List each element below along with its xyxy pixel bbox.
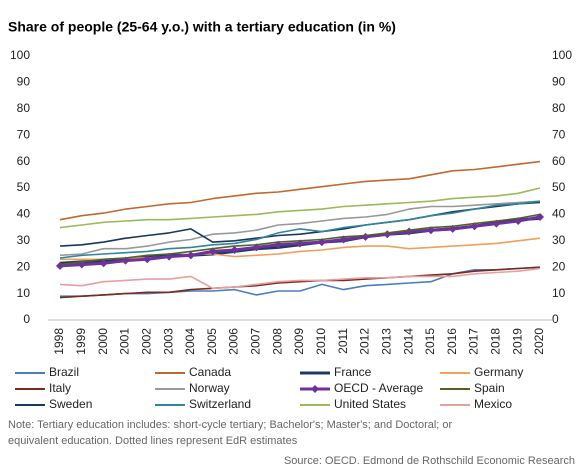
x-tick-label: 2000 (96, 328, 110, 355)
point-marker (361, 232, 370, 241)
y2-tick-label: 80 (552, 101, 566, 115)
note: equivalent education. Dotted lines repre… (8, 435, 298, 447)
legend-label: Mexico (474, 397, 512, 411)
series-line (59, 201, 541, 247)
legend-label: OECD - Average (334, 381, 423, 395)
x-tick-label: 2020 (532, 328, 546, 355)
note: Note: Tertiary education includes: short… (8, 419, 453, 431)
legend-label: United States (334, 397, 406, 411)
legend-marker (311, 385, 319, 393)
legend-label: Switzerland (189, 397, 251, 411)
x-tick-label: 1998 (52, 328, 66, 355)
y2-tick-label: 40 (552, 207, 566, 221)
x-tick-label: 2012 (358, 328, 372, 355)
series-line (59, 267, 541, 290)
legend-label: Canada (189, 365, 231, 379)
legend-label: Italy (49, 381, 71, 395)
y2-tick-label: 10 (552, 286, 566, 300)
x-tick-label: 2011 (336, 328, 350, 354)
y-tick-label: 80 (17, 101, 31, 115)
y-tick-label: 60 (17, 154, 31, 168)
point-marker (252, 243, 261, 252)
y2-tick-label: 30 (552, 233, 566, 247)
point-marker (99, 259, 108, 268)
x-tick-label: 2018 (489, 328, 503, 355)
x-tick-label: 2010 (314, 328, 328, 355)
x-tick-label: 2001 (118, 328, 132, 355)
x-tick-label: 2005 (205, 328, 219, 355)
y-tick-label: 50 (17, 180, 31, 194)
x-tick-label: 2017 (467, 328, 481, 355)
point-marker (165, 252, 174, 261)
x-tick-label: 2004 (183, 328, 197, 355)
y-tick-label: 10 (17, 286, 31, 300)
series-line (60, 237, 541, 261)
chart-title: Share of people (25-64 y.o.) with a tert… (8, 19, 396, 35)
x-tick-label: 2015 (423, 328, 437, 355)
legend-label: Germany (474, 365, 523, 379)
y2-tick-label: 90 (552, 75, 566, 89)
point-marker (230, 246, 239, 255)
y2-tick-label: 100 (552, 48, 572, 62)
x-tick-label: 2006 (227, 328, 241, 355)
x-tick-label: 2013 (379, 328, 393, 355)
legend-label: Spain (474, 381, 505, 395)
y-tick-label: 100 (10, 48, 30, 62)
series-line (59, 266, 541, 299)
x-tick-label: 2002 (139, 328, 153, 355)
legend-label: France (334, 365, 372, 379)
x-tick-label: 2009 (292, 328, 306, 355)
x-tick-label: 2007 (249, 328, 263, 355)
legend-label: Norway (189, 381, 230, 395)
y2-tick-label: 0 (552, 312, 559, 326)
y-tick-label: 90 (17, 75, 31, 89)
series-line (59, 200, 541, 259)
y2-tick-label: 70 (552, 127, 566, 141)
x-tick-label: 2008 (270, 328, 284, 355)
legend-label: Sweden (49, 397, 92, 411)
series-line (59, 187, 541, 229)
y-tick-label: 30 (17, 233, 31, 247)
series-line (59, 160, 541, 221)
y2-tick-label: 20 (552, 259, 566, 273)
y-tick-label: 20 (17, 259, 31, 273)
y-tick-label: 70 (17, 127, 31, 141)
series-line (59, 200, 541, 257)
point-marker (186, 251, 195, 260)
x-tick-label: 1999 (74, 328, 88, 355)
y-tick-label: 0 (23, 312, 30, 326)
point-marker (143, 255, 152, 264)
x-tick-label: 2019 (510, 328, 524, 355)
legend-label: Brazil (49, 365, 79, 379)
y2-tick-label: 60 (552, 154, 566, 168)
y-tick-label: 40 (17, 207, 31, 221)
series-line (59, 213, 541, 266)
x-tick-label: 2003 (161, 328, 175, 355)
source: Source: OECD. Edmond de Rothschild Econo… (284, 455, 575, 467)
x-tick-label: 2014 (401, 328, 415, 355)
x-tick-label: 2016 (445, 328, 459, 355)
point-marker (383, 230, 392, 239)
y2-tick-label: 50 (552, 180, 566, 194)
